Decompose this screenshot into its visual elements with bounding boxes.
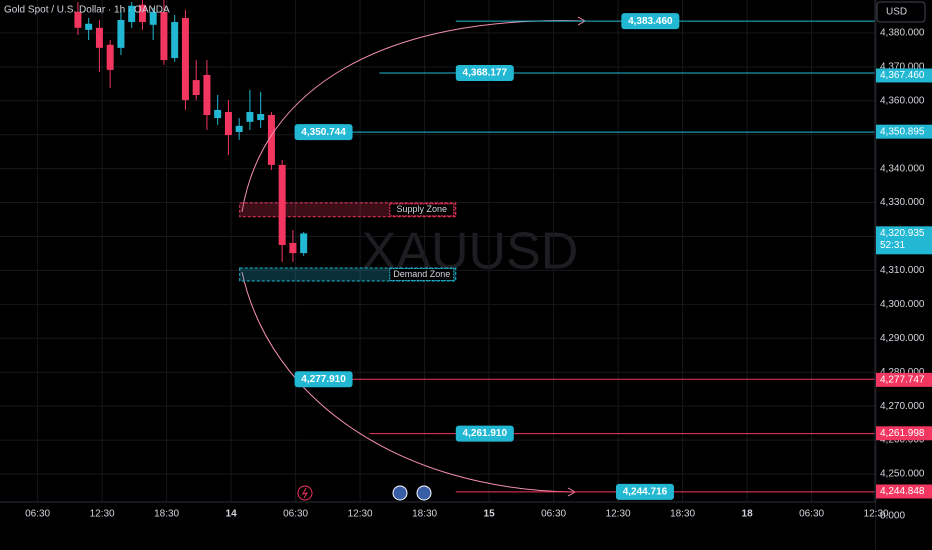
y-tick-label: 4,310.000	[880, 265, 925, 276]
candle-body	[289, 242, 297, 254]
flag-icon[interactable]	[392, 485, 408, 501]
price-label: 4,244.848	[880, 486, 925, 497]
x-tick-label: 06:30	[799, 509, 824, 520]
currency: USD	[886, 7, 907, 18]
price-label: 4,320.935	[880, 228, 925, 239]
candle-body	[106, 44, 114, 70]
x-tick-label: 18	[742, 509, 754, 520]
candle-body	[138, 4, 146, 23]
arc-down	[241, 271, 576, 493]
currency-box[interactable]	[876, 1, 926, 23]
annotations: Supply Zone Demand Zone 4,383.460 4,368.177…	[239, 13, 875, 500]
price-label-box	[876, 484, 932, 499]
candle-body	[203, 74, 211, 116]
level-label: 4,261.910	[463, 428, 508, 439]
price-label-box	[876, 226, 932, 255]
y-tick-label: 0.000	[880, 511, 905, 522]
x-tick-label: 12:30	[864, 509, 889, 520]
level-label: 4,350.744	[301, 127, 346, 138]
price-label: 4,367.460	[880, 70, 925, 81]
price-label-box	[876, 372, 932, 387]
y-tick-label: 4,360.000	[880, 95, 925, 106]
candle-body	[235, 125, 243, 132]
x-tick-label: 18:30	[412, 509, 437, 520]
level-label: 4,368.177	[463, 68, 508, 79]
x-tick-label: 06:30	[25, 509, 50, 520]
y-tick-label: 4,300.000	[880, 299, 925, 310]
flag-icon[interactable]	[416, 485, 432, 501]
chart-title: Gold Spot / U.S. Dollar · 1h · OANDA	[4, 5, 170, 16]
level-label-box	[294, 371, 353, 388]
level-label-box	[294, 124, 353, 141]
x-tick-label: 14	[226, 509, 238, 520]
candle-body	[117, 20, 125, 48]
zone-label: Demand Zone	[393, 269, 450, 279]
candle-body	[181, 17, 189, 101]
event-icon[interactable]	[297, 485, 313, 501]
y-tick-label: 4,370.000	[880, 61, 925, 72]
level-label-box	[455, 65, 514, 82]
x-tick-label: 12:30	[606, 509, 631, 520]
y-tick-label: 4,340.000	[880, 163, 925, 174]
candle-body	[246, 111, 254, 122]
x-tick-label: 06:30	[541, 509, 566, 520]
candle-body	[267, 115, 275, 165]
y-tick-label: 4,270.000	[880, 401, 925, 412]
price-label-box	[876, 124, 932, 139]
x-tick-label: 12:30	[90, 509, 115, 520]
level-label-box	[455, 425, 514, 442]
axes: 4,380.0004,370.0004,360.0004,350.0004,34…	[0, 28, 932, 550]
arc-up	[241, 20, 585, 213]
zone-label-box	[389, 203, 455, 217]
candle-body	[128, 5, 136, 23]
price-label: 4,261.998	[880, 428, 925, 439]
x-tick-label: 12:30	[348, 509, 373, 520]
y-tick-label: 4,380.000	[880, 28, 925, 39]
level-label-box	[621, 13, 680, 30]
price-label: 4,350.895	[880, 126, 925, 137]
zone-label-box	[389, 267, 455, 281]
candle-body	[257, 114, 265, 121]
marks	[74, 0, 308, 262]
level-label-box	[615, 483, 674, 500]
candle-body	[160, 11, 168, 61]
y-tick-label: 4,280.000	[880, 367, 925, 378]
countdown: 52:31	[880, 240, 905, 251]
candle-body	[300, 233, 308, 254]
x-tick-label: 15	[484, 509, 496, 520]
candle-body	[149, 11, 157, 25]
candle-body	[95, 27, 103, 48]
x-tick-label: 18:30	[154, 509, 179, 520]
candle-body	[278, 164, 286, 245]
y-tick-label: 4,330.000	[880, 197, 925, 208]
zone-label: Supply Zone	[397, 204, 448, 214]
lightning	[302, 487, 309, 499]
x-tick-label: 18:30	[670, 509, 695, 520]
price-label-box	[876, 68, 932, 83]
candle-body	[74, 11, 82, 28]
time-axis-bg	[0, 503, 875, 550]
candle-body	[214, 109, 222, 119]
candle-body	[85, 23, 93, 30]
candle-body	[192, 80, 200, 96]
level-label: 4,277.910	[301, 374, 346, 385]
y-tick-label: 4,250.000	[880, 469, 925, 480]
level-label: 4,383.460	[628, 16, 673, 27]
candle-body	[224, 111, 232, 136]
x-tick-label: 06:30	[283, 509, 308, 520]
level-label: 4,244.716	[623, 487, 668, 498]
candle-body	[171, 22, 179, 59]
y-tick-label: 4,290.000	[880, 333, 925, 344]
price-label-box	[876, 426, 932, 441]
price-label: 4,277.747	[880, 374, 925, 385]
